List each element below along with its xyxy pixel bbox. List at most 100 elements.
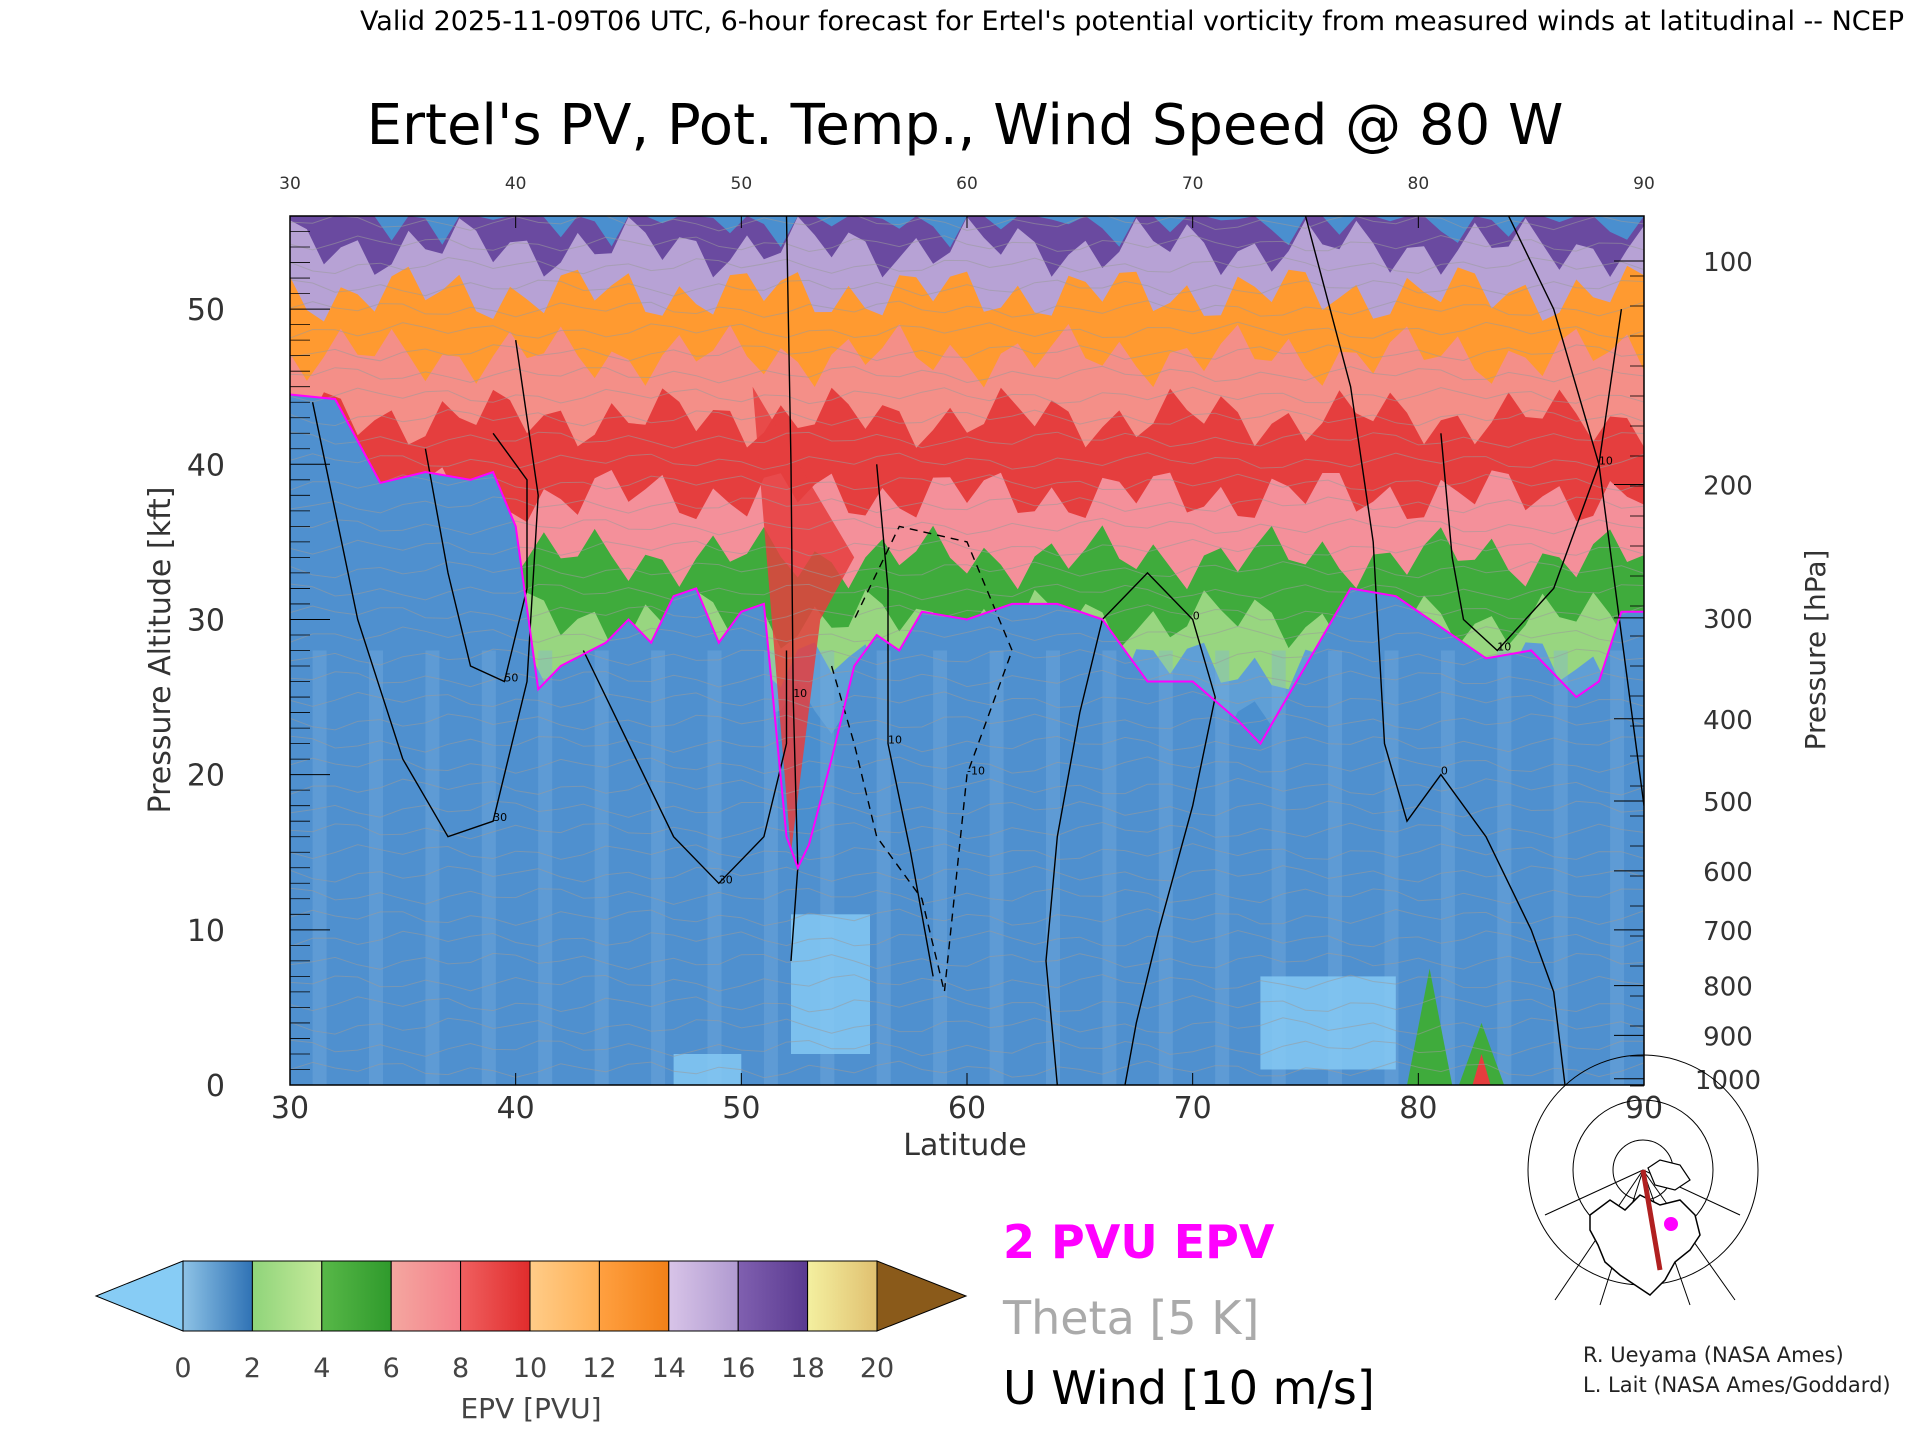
epv-streak: [1215, 650, 1230, 1085]
top-x-tick-label: 90: [1633, 174, 1655, 194]
epv-streak: [1440, 650, 1455, 1085]
colorbar-tick-label: 14: [652, 1353, 686, 1384]
epv-streak: [538, 650, 553, 1085]
x-tick-label: 80: [1399, 1091, 1437, 1126]
top-x-tick-label: 50: [731, 174, 753, 194]
legend-theta: Theta [5 K]: [1002, 1291, 1259, 1345]
pressure-tick-label: 800: [1703, 973, 1753, 1003]
epv-shading: [290, 216, 1644, 1085]
wind-contour-label: 10: [1497, 641, 1511, 654]
location-marker-icon: [1664, 1217, 1678, 1231]
theta-line: [290, 1017, 1644, 1035]
colorbar-segment: [529, 1260, 600, 1332]
epv-streak: [481, 650, 496, 1085]
epv-streak: [933, 650, 948, 1085]
colorbar-tick-label: 8: [452, 1353, 469, 1384]
x-axis-label: Latitude: [903, 1128, 1026, 1163]
credit-line-1: R. Ueyama (NASA Ames): [1583, 1343, 1844, 1367]
x-tick-label: 30: [271, 1091, 309, 1126]
colorbar-tick-label: 0: [174, 1353, 191, 1384]
pressure-axis-label: Pressure [hPa]: [1799, 550, 1832, 751]
colorbar-segment: [807, 1260, 878, 1332]
epv-streak: [1610, 650, 1625, 1085]
theta-line: [290, 583, 1644, 601]
theta-line: [290, 756, 1644, 775]
epv-streak: [1271, 650, 1286, 1085]
theta-contours: [290, 216, 1644, 1079]
theta-line: [290, 690, 1644, 709]
pressure-tick-label: 300: [1703, 605, 1753, 635]
theta-line: [290, 908, 1644, 927]
x-tick-label: 70: [1174, 1091, 1212, 1126]
colorbar-tick-label: 18: [790, 1353, 824, 1384]
colorbar-segment: [598, 1260, 670, 1332]
theta-line: [290, 974, 1644, 992]
wind-contour-line: [311, 339, 539, 838]
theta-line: [290, 843, 1644, 861]
x-tick-label: 50: [722, 1091, 760, 1126]
theta-line: [290, 431, 1644, 449]
y-tick-label: 10: [187, 914, 225, 949]
x-tick-label: 40: [497, 1091, 535, 1126]
epv-streak: [1046, 650, 1060, 1085]
wind-contour-label: 30: [719, 873, 733, 886]
epv-streak: [651, 650, 666, 1085]
wind-contour-line: [876, 464, 934, 977]
theta-line: [290, 648, 1644, 666]
wind-contour-label: 10: [888, 734, 902, 747]
pressure-tick-label: 1000: [1695, 1066, 1761, 1096]
theta-line: [290, 865, 1644, 883]
pressure-tick-label: 400: [1703, 706, 1753, 736]
theta-line: [290, 256, 1644, 275]
colorbar-under-triangle: [94, 1260, 184, 1332]
theta-line: [290, 777, 1644, 796]
colorbar-segment: [182, 1260, 253, 1332]
pressure-tick-label: 600: [1703, 858, 1753, 888]
theta-line: [290, 538, 1644, 557]
colorbar-tick-label: 16: [721, 1353, 755, 1384]
colorbar-segment: [390, 1260, 462, 1332]
pressure-tick-label: 200: [1703, 471, 1753, 501]
wind-contour-label: -10: [967, 765, 985, 778]
y-tick-label: 40: [187, 448, 225, 483]
near-zero-epv-pocket: [673, 1054, 742, 1085]
theta-line: [290, 279, 1644, 297]
epv-streak: [1102, 650, 1117, 1085]
top-x-tick-label: 30: [279, 174, 301, 194]
wind-contour-line: [1507, 216, 1644, 806]
colorbar-segment: [460, 1260, 531, 1332]
wind-contour-label: 10: [1599, 454, 1613, 467]
wind-contour-label: 50: [504, 672, 518, 685]
epv-streak: [989, 650, 1004, 1085]
tropopause-line: [290, 393, 1644, 871]
theta-line: [290, 408, 1644, 427]
colorbar-segment: [737, 1260, 809, 1332]
wind-contour-label: 10: [793, 687, 807, 700]
pressure-tick-label: 100: [1703, 248, 1753, 278]
theta-line: [290, 561, 1644, 579]
y-tick-label: 50: [187, 293, 225, 328]
pressure-tick-label: 500: [1703, 788, 1753, 818]
epv-streak: [1158, 650, 1173, 1085]
x-tick-label: 60: [948, 1091, 986, 1126]
theta-line: [290, 517, 1644, 536]
theta-line: [290, 713, 1644, 731]
surface-epv-spike: [1407, 968, 1453, 1085]
y-tick-label: 20: [187, 759, 225, 794]
wind-contour-line: [785, 216, 799, 961]
colorbar-over-triangle: [876, 1260, 968, 1332]
top-x-tick-label: 80: [1408, 174, 1430, 194]
near-zero-epv-pocket: [1260, 976, 1396, 1070]
theta-line: [290, 735, 1644, 753]
theta-line: [290, 952, 1644, 970]
colorbar-tick-label: 20: [860, 1353, 894, 1384]
wind-contour-line: [1304, 216, 1566, 1085]
valid-time-header: Valid 2025-11-09T06 UTC, 6-hour forecast…: [360, 6, 1904, 37]
wind-contour-label: 0: [1193, 610, 1200, 623]
colorbar-segment: [251, 1260, 323, 1332]
top-x-tick-label: 70: [1182, 174, 1204, 194]
theta-line: [290, 344, 1644, 362]
epv-streak: [1497, 650, 1512, 1085]
